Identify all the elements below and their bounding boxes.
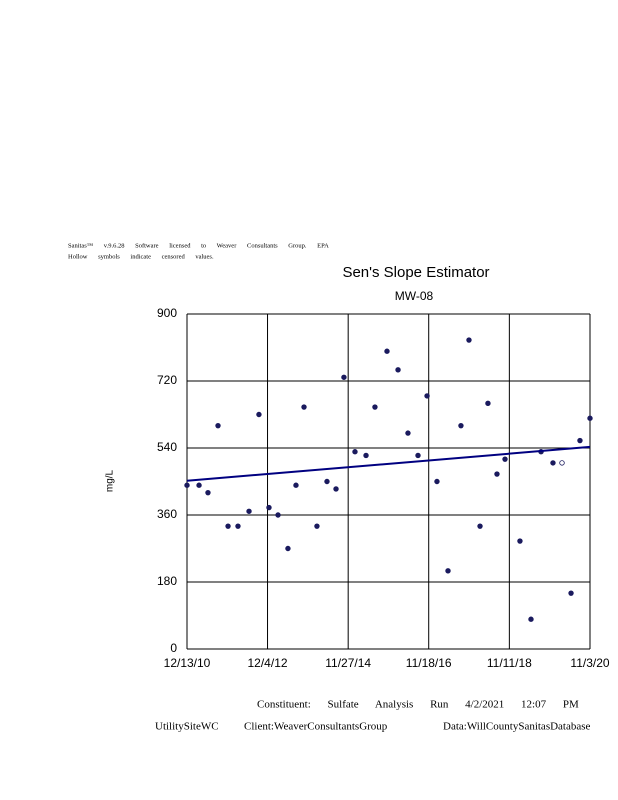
data-point (205, 489, 211, 496)
data-point (266, 504, 272, 511)
x-tick-label: 11/11/18 (487, 656, 532, 670)
note: Hollow symbols indicate censored values. (68, 253, 214, 260)
data-point (285, 545, 291, 552)
data-point (293, 482, 299, 488)
data-point (434, 478, 440, 485)
y-axis-label: mg/L (105, 469, 116, 492)
footer-text: Constituent: Sulfate Analysis Run 4/2/20… (257, 699, 579, 711)
data-point (256, 411, 262, 418)
data-point (528, 616, 534, 622)
data-point (577, 437, 583, 444)
data-point (395, 367, 401, 373)
y-tick-label: 180 (157, 574, 177, 588)
data-point (235, 523, 241, 529)
note: Sanitas™ v.9.6.28 Software licensed to W… (68, 242, 329, 249)
data-point (559, 460, 565, 466)
x-tick-label: 12/13/10 (164, 656, 211, 670)
data-point (324, 478, 330, 485)
data-point (477, 523, 483, 529)
chart-title: Sen's Slope Estimator (342, 264, 489, 281)
trend-line (186, 445, 591, 482)
y-tick-label: 720 (157, 373, 177, 387)
data-point (424, 393, 430, 399)
data-point (458, 422, 464, 429)
data-point (494, 471, 500, 477)
data-point (275, 512, 281, 518)
x-tick-label: 11/3/20 (570, 656, 609, 670)
data-point (196, 482, 202, 488)
data-point (550, 460, 556, 466)
x-tick-label: 12/4/12 (248, 656, 288, 670)
x-tick-label: 11/27/14 (325, 656, 371, 670)
data-point (363, 452, 369, 459)
data-point (341, 374, 347, 380)
data-point (384, 348, 390, 354)
data-point (445, 568, 451, 574)
data-point (301, 404, 307, 410)
data-point (225, 523, 231, 529)
data-point (466, 337, 472, 343)
data-point (333, 486, 339, 492)
data-point (215, 422, 221, 429)
data-point (485, 400, 491, 407)
y-tick-label: 0 (170, 641, 177, 655)
footer-text: Data:WillCountySanitasDatabase (443, 721, 591, 733)
data-point (372, 404, 378, 410)
y-tick-label: 900 (157, 306, 177, 320)
data-point (246, 508, 252, 514)
data-point (314, 523, 320, 529)
data-point (568, 590, 574, 596)
footer-text: UtilitySiteWC (155, 721, 219, 733)
data-point (352, 449, 358, 455)
data-point (184, 482, 190, 488)
data-point (587, 415, 593, 421)
y-tick-label: 360 (157, 507, 177, 521)
y-tick-label: 540 (157, 440, 177, 454)
x-tick-label: 11/18/16 (406, 656, 452, 670)
data-point (415, 452, 421, 459)
chart-subtitle: MW-08 (395, 289, 434, 303)
data-point (405, 430, 411, 436)
data-point (517, 538, 523, 544)
footer-text: Client:WeaverConsultantsGroup (244, 721, 388, 733)
data-point (502, 456, 508, 462)
